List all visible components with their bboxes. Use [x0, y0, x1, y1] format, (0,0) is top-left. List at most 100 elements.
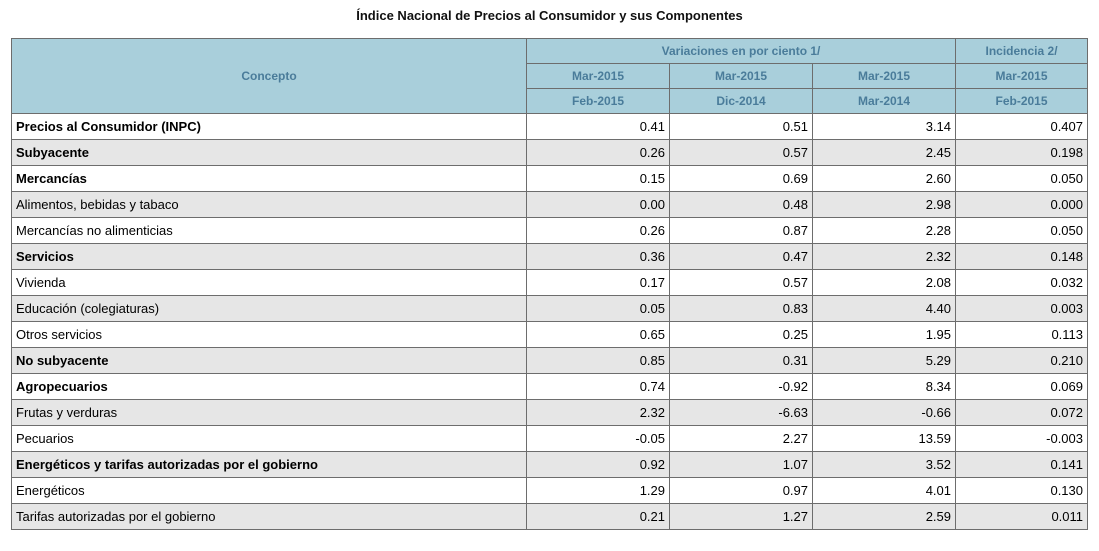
table-row: Vivienda 0.17 0.57 2.08 0.032: [11, 269, 1089, 296]
row-concept: Otros servicios: [11, 321, 527, 348]
row-var-acumulada: 0.57: [669, 139, 813, 166]
header-col3-top: Mar-2015: [811, 63, 957, 89]
header-col3-bottom: Mar-2014: [811, 88, 957, 114]
table-row: Frutas y verduras 2.32 -6.63 -0.66 0.072: [11, 399, 1089, 426]
row-var-acumulada: 0.48: [669, 191, 813, 218]
row-concept: Energéticos: [11, 477, 527, 504]
table-row: Otros servicios 0.65 0.25 1.95 0.113: [11, 321, 1089, 348]
row-var-acumulada: 0.51: [669, 113, 813, 140]
row-var-anual: 2.28: [811, 217, 957, 244]
row-var-anual: 4.01: [811, 477, 957, 504]
row-var-anual: 2.59: [811, 503, 957, 530]
row-var-mensual: 0.17: [526, 269, 670, 296]
row-incidencia: 0.050: [955, 217, 1089, 244]
row-incidencia: 0.198: [955, 139, 1089, 166]
row-incidencia: 0.032: [955, 269, 1089, 296]
row-var-mensual: 2.32: [526, 399, 670, 426]
row-var-acumulada: 1.27: [669, 503, 813, 530]
row-var-anual: 5.29: [811, 347, 957, 374]
header-incidencia: Incidencia 2/: [955, 38, 1089, 64]
row-incidencia: 0.011: [955, 503, 1089, 530]
row-var-mensual: 1.29: [526, 477, 670, 504]
row-var-anual: 8.34: [811, 373, 957, 400]
row-var-acumulada: 0.31: [669, 347, 813, 374]
row-var-anual: 2.60: [811, 165, 957, 192]
row-var-anual: 2.98: [811, 191, 957, 218]
row-var-mensual: 0.21: [526, 503, 670, 530]
row-incidencia: 0.113: [955, 321, 1089, 348]
row-var-anual: 3.14: [811, 113, 957, 140]
row-var-anual: 2.45: [811, 139, 957, 166]
row-incidencia: -0.003: [955, 425, 1089, 452]
table-header: Concepto Variaciones en por ciento 1/ In…: [11, 38, 1089, 114]
row-var-anual: 2.08: [811, 269, 957, 296]
row-incidencia: 0.141: [955, 451, 1089, 478]
row-var-anual: 4.40: [811, 295, 957, 322]
table-row: No subyacente 0.85 0.31 5.29 0.210: [11, 347, 1089, 374]
row-var-acumulada: -6.63: [669, 399, 813, 426]
row-var-mensual: 0.26: [526, 139, 670, 166]
row-var-mensual: 0.41: [526, 113, 670, 140]
row-incidencia: 0.210: [955, 347, 1089, 374]
header-col4-bottom: Feb-2015: [955, 88, 1089, 114]
table-row: Pecuarios -0.05 2.27 13.59 -0.003: [11, 425, 1089, 452]
table-row: Servicios 0.36 0.47 2.32 0.148: [11, 243, 1089, 270]
row-incidencia: 0.148: [955, 243, 1089, 270]
table-row: Energéticos y tarifas autorizadas por el…: [11, 451, 1089, 478]
row-var-mensual: 0.92: [526, 451, 670, 478]
row-var-mensual: 0.15: [526, 165, 670, 192]
table-row: Educación (colegiaturas) 0.05 0.83 4.40 0.00…: [11, 295, 1089, 322]
row-var-mensual: 0.65: [526, 321, 670, 348]
row-incidencia: 0.003: [955, 295, 1089, 322]
row-var-acumulada: -0.92: [669, 373, 813, 400]
row-incidencia: 0.130: [955, 477, 1089, 504]
row-var-mensual: 0.85: [526, 347, 670, 374]
row-var-acumulada: 0.57: [669, 269, 813, 296]
header-col2-bottom: Dic-2014: [669, 88, 813, 114]
table-row: Tarifas autorizadas por el gobierno 0.21 1…: [11, 503, 1089, 530]
row-incidencia: 0.000: [955, 191, 1089, 218]
row-concept: Mercancías no alimenticias: [11, 217, 527, 244]
row-concept: Vivienda: [11, 269, 527, 296]
row-var-anual: 1.95: [811, 321, 957, 348]
row-concept: Educación (colegiaturas): [11, 295, 527, 322]
table-row: Precios al Consumidor (INPC) 0.41 0.51 3.14…: [11, 113, 1089, 140]
header-col4-top: Mar-2015: [955, 63, 1089, 89]
row-var-anual: 2.32: [811, 243, 957, 270]
table-row: Energéticos 1.29 0.97 4.01 0.130: [11, 477, 1089, 504]
inpc-table: Concepto Variaciones en por ciento 1/ In…: [11, 38, 1089, 530]
table-row: Mercancías 0.15 0.69 2.60 0.050: [11, 165, 1089, 192]
table-body: Precios al Consumidor (INPC) 0.41 0.51 3.14…: [11, 113, 1089, 530]
row-concept: Pecuarios: [11, 425, 527, 452]
row-var-anual: -0.66: [811, 399, 957, 426]
row-incidencia: 0.407: [955, 113, 1089, 140]
table-row: Subyacente 0.26 0.57 2.45 0.198: [11, 139, 1089, 166]
row-var-mensual: 0.36: [526, 243, 670, 270]
row-var-acumulada: 2.27: [669, 425, 813, 452]
table-row: Mercancías no alimenticias 0.26 0.87 2.28 0.…: [11, 217, 1089, 244]
row-var-mensual: -0.05: [526, 425, 670, 452]
row-var-mensual: 0.26: [526, 217, 670, 244]
row-concept: Servicios: [11, 243, 527, 270]
row-var-mensual: 0.74: [526, 373, 670, 400]
row-incidencia: 0.050: [955, 165, 1089, 192]
row-var-acumulada: 1.07: [669, 451, 813, 478]
row-concept: Energéticos y tarifas autorizadas por el…: [11, 451, 527, 478]
header-col2-top: Mar-2015: [669, 63, 813, 89]
row-var-mensual: 0.05: [526, 295, 670, 322]
header-col1-top: Mar-2015: [526, 63, 670, 89]
header-concepto: Concepto: [11, 38, 527, 114]
row-concept: Alimentos, bebidas y tabaco: [11, 191, 527, 218]
row-incidencia: 0.069: [955, 373, 1089, 400]
row-var-acumulada: 0.47: [669, 243, 813, 270]
row-incidencia: 0.072: [955, 399, 1089, 426]
row-var-acumulada: 0.25: [669, 321, 813, 348]
row-var-acumulada: 0.87: [669, 217, 813, 244]
table-row: Agropecuarios 0.74 -0.92 8.34 0.069: [11, 373, 1089, 400]
row-var-acumulada: 0.83: [669, 295, 813, 322]
row-var-acumulada: 0.97: [669, 477, 813, 504]
row-var-mensual: 0.00: [526, 191, 670, 218]
row-concept: Agropecuarios: [11, 373, 527, 400]
row-var-acumulada: 0.69: [669, 165, 813, 192]
row-concept: Tarifas autorizadas por el gobierno: [11, 503, 527, 530]
